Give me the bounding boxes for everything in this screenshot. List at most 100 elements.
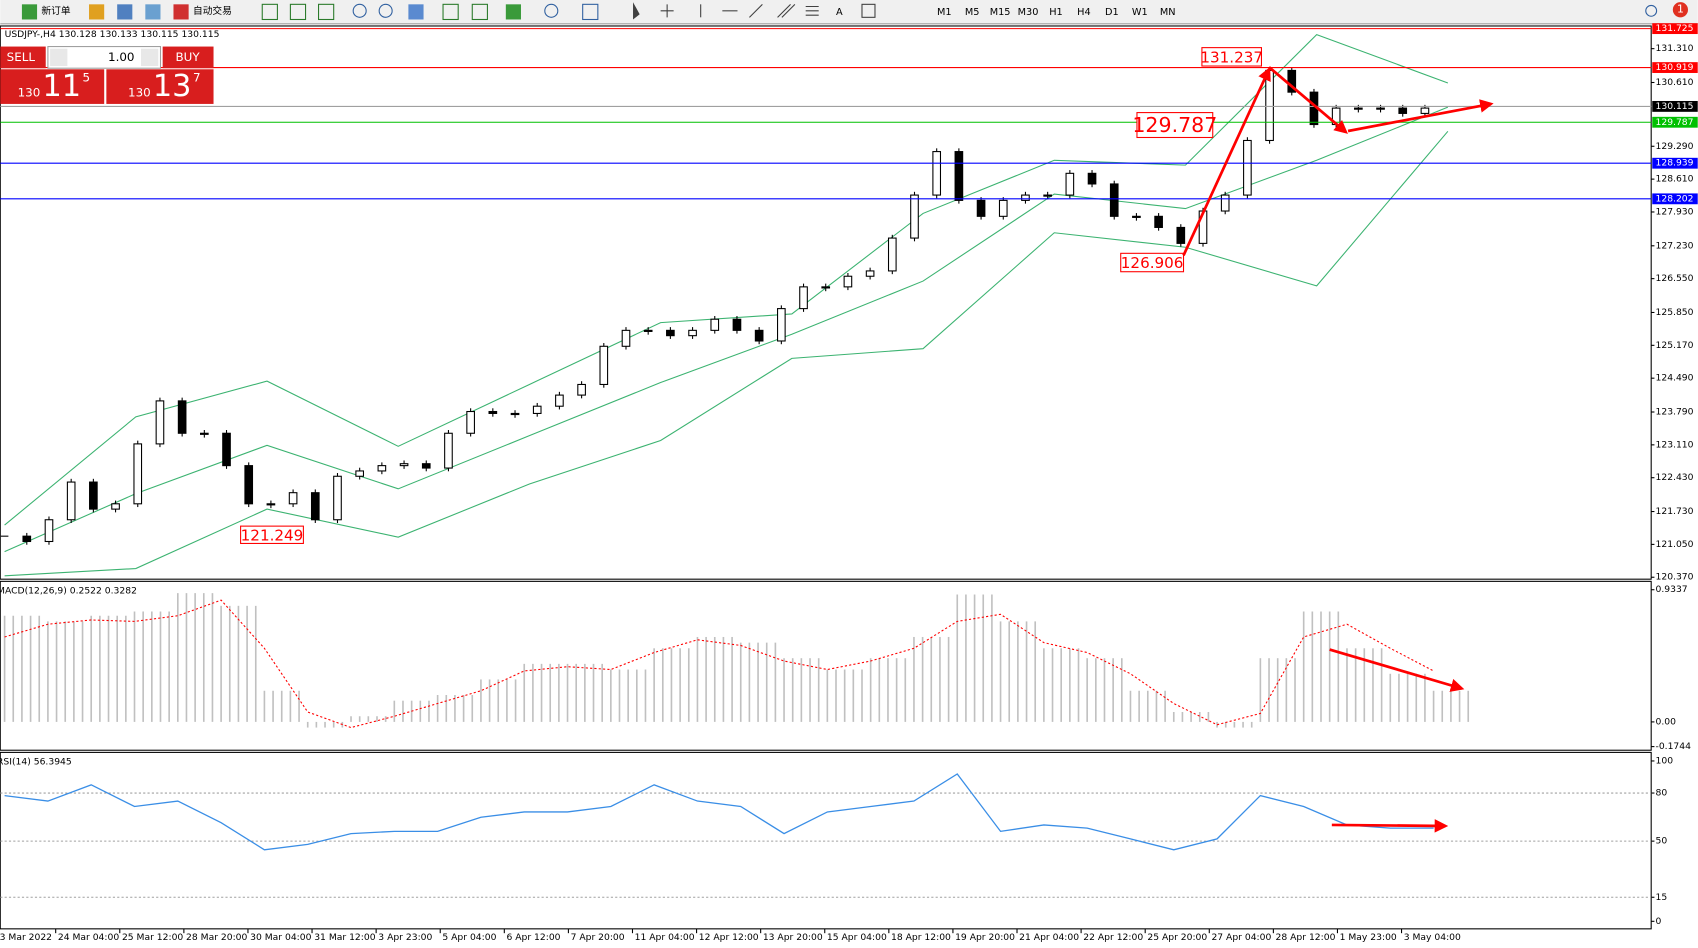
toolbar-icon[interactable] <box>117 4 133 20</box>
candle <box>421 463 431 469</box>
candle <box>887 237 897 272</box>
search-icon[interactable] <box>1645 4 1658 17</box>
x-tick-label: 5 Apr 04:00 <box>442 932 496 943</box>
candle <box>1176 226 1186 244</box>
candle <box>1398 107 1408 114</box>
buy-button[interactable] <box>162 46 214 69</box>
tool-icon[interactable] <box>544 3 559 18</box>
tool-icon[interactable] <box>582 3 599 21</box>
candle <box>577 383 586 396</box>
charts: USDJPY-,H4 130.128 130.133 130.115 130.1… <box>0 23 1698 943</box>
draw-tools <box>633 2 876 20</box>
candle <box>177 400 187 434</box>
timeframe-button[interactable]: D1 <box>1105 7 1119 18</box>
candle <box>466 410 475 434</box>
tool-icon[interactable] <box>442 3 459 21</box>
x-tick-label: 3 May 04:00 <box>1404 932 1461 943</box>
candle <box>777 308 786 342</box>
price-level-box <box>1652 157 1698 169</box>
candle <box>555 394 564 407</box>
x-tick-label: 22 Apr 12:00 <box>1083 932 1143 943</box>
trendline-tool[interactable] <box>749 3 763 18</box>
annotation-box <box>1136 112 1214 139</box>
buy-price-big: 130 <box>128 86 151 100</box>
tool-icon[interactable] <box>352 3 367 18</box>
timeframe-button[interactable]: M5 <box>965 7 980 18</box>
lot-up[interactable] <box>141 48 159 67</box>
y-tick-label: 125.850 <box>1656 307 1694 318</box>
tool-icon[interactable] <box>505 4 521 20</box>
x-tick-label: 3 Apr 23:00 <box>378 932 432 943</box>
sell-button[interactable] <box>0 46 46 69</box>
timeframe-button[interactable]: M15 <box>990 7 1011 18</box>
timeframes: M1 M5 M15 M30 H1 H4 D1 W1 MN <box>937 7 1176 18</box>
sell-price-box[interactable] <box>0 69 105 104</box>
candle <box>710 318 720 331</box>
candle <box>910 194 919 239</box>
timeframe-button[interactable]: H1 <box>1049 7 1063 18</box>
new-order-button[interactable]: 新订单 <box>41 4 70 17</box>
trade-panel: SELL 1.00 BUY 130 11 5 130 13 7 <box>0 46 214 104</box>
fibo-tool[interactable] <box>805 5 819 16</box>
channel-tool[interactable] <box>777 3 796 18</box>
text-tool[interactable]: A <box>836 7 843 18</box>
candle <box>732 318 742 331</box>
candle <box>377 465 387 472</box>
sell-label[interactable]: SELL <box>7 50 36 64</box>
tool-icon[interactable] <box>261 3 278 21</box>
candle <box>532 405 542 414</box>
annotation: 126.906 <box>1121 254 1184 272</box>
y-tick-label: 125.170 <box>1656 340 1694 351</box>
tool-icon[interactable] <box>317 3 335 21</box>
sell-price-small: 5 <box>83 70 91 84</box>
tool-icon[interactable] <box>289 3 307 21</box>
y-tick-label: 131.310 <box>1656 43 1694 54</box>
new-order-icon[interactable] <box>21 4 38 20</box>
x-tick-label: 13 Apr 20:00 <box>763 932 823 943</box>
buy-price-box[interactable] <box>106 69 214 104</box>
lot-input[interactable] <box>47 46 162 69</box>
y-tick-label: 121.050 <box>1656 539 1694 550</box>
buy-label[interactable]: BUY <box>175 50 200 64</box>
lot-down[interactable] <box>50 48 68 67</box>
candle <box>133 443 143 505</box>
macd-signal <box>4 599 1434 729</box>
x-tick-label: 18 Apr 12:00 <box>891 932 951 943</box>
timeframe-button[interactable]: MN <box>1160 7 1176 18</box>
cursor-tool[interactable] <box>633 2 640 20</box>
sell-price-big: 130 <box>18 86 41 100</box>
candle <box>66 481 76 521</box>
label-tool[interactable] <box>861 3 876 18</box>
trend-arrows <box>1182 66 1494 833</box>
lot-value[interactable]: 1.00 <box>108 50 134 64</box>
candle <box>621 329 631 347</box>
crosshair-tool[interactable] <box>660 4 674 18</box>
auto-trading-icon[interactable] <box>173 4 189 20</box>
tool-icon[interactable] <box>378 3 393 18</box>
candle <box>1154 215 1163 228</box>
timeframe-button[interactable]: M30 <box>1018 7 1039 18</box>
y-tick-label: 127.230 <box>1656 240 1694 251</box>
notification-badge[interactable] <box>1672 2 1688 18</box>
auto-trading-button[interactable]: 自动交易 <box>193 4 232 17</box>
y-tick-label: 127.930 <box>1656 206 1694 217</box>
y-tick-label: 126.550 <box>1656 273 1694 284</box>
annotation-box <box>240 525 304 544</box>
toolbar-icon[interactable] <box>89 4 105 20</box>
rsi-line <box>4 773 1434 851</box>
timeframe-button[interactable]: H4 <box>1077 7 1091 18</box>
y-tick-label: 50 <box>1656 836 1668 847</box>
timeframe-button[interactable]: W1 <box>1132 7 1148 18</box>
x-tick-label: 19 Apr 20:00 <box>955 932 1015 943</box>
annotation-box <box>1120 252 1185 273</box>
toolbar-icon[interactable] <box>145 4 161 20</box>
x-tick-label: 11 Apr 04:00 <box>635 932 695 943</box>
tool-icon[interactable] <box>408 4 424 20</box>
y-tick-label: 129.290 <box>1656 141 1694 152</box>
tool-icon[interactable] <box>471 3 488 21</box>
y-tick-label: 124.490 <box>1656 373 1694 384</box>
x-tick-label: 6 Apr 12:00 <box>506 932 560 943</box>
y-tick-label: 130.610 <box>1656 77 1694 88</box>
timeframe-button[interactable]: M1 <box>937 7 952 18</box>
